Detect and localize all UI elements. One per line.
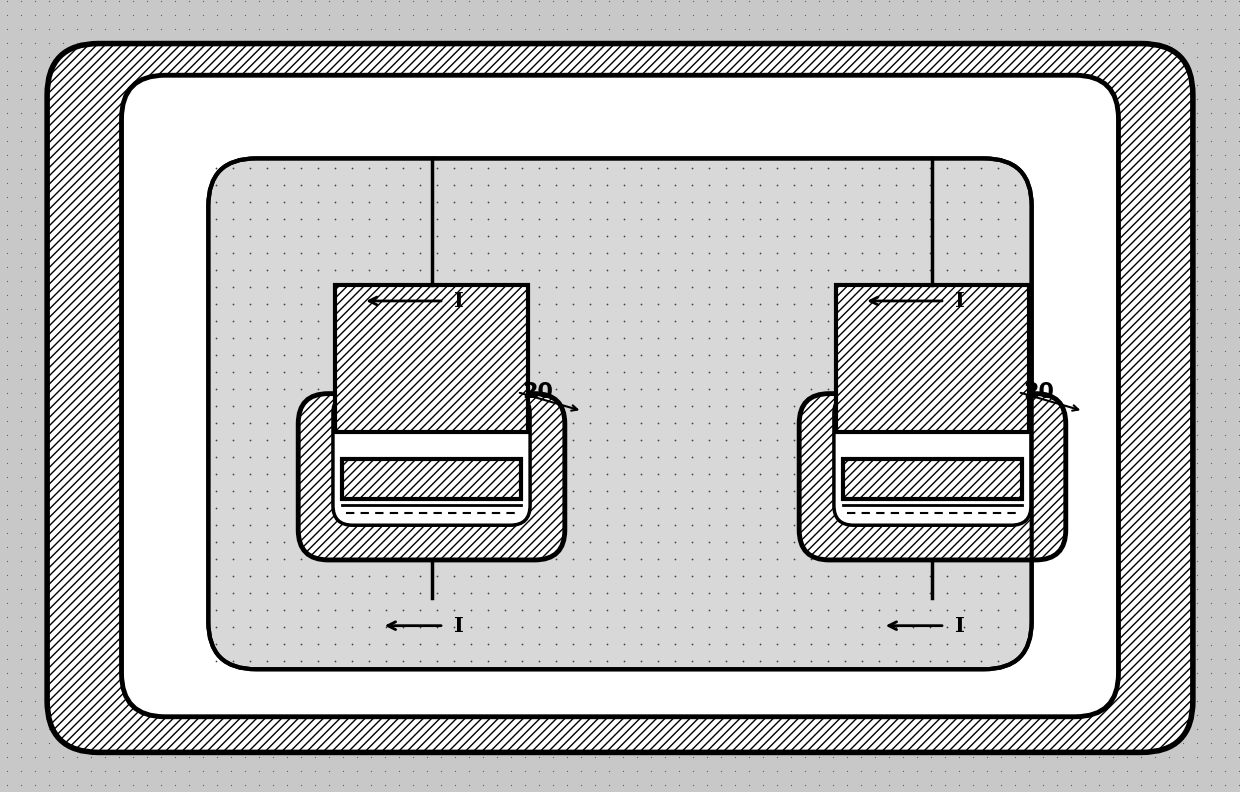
Bar [335,285,527,432]
FancyBboxPatch shape [122,75,1118,717]
FancyBboxPatch shape [47,44,1193,752]
FancyBboxPatch shape [332,394,529,525]
FancyBboxPatch shape [835,394,1032,525]
FancyBboxPatch shape [800,394,1066,560]
Text: 20: 20 [1023,382,1054,402]
Text: I: I [955,615,965,636]
FancyBboxPatch shape [298,394,564,560]
Text: I: I [454,291,464,311]
Bar [836,285,1028,432]
FancyBboxPatch shape [208,158,1032,669]
Text: 20: 20 [522,382,553,402]
Text: I: I [955,291,965,311]
Text: I: I [454,615,464,636]
Bar [843,459,1022,499]
Bar [342,459,521,499]
